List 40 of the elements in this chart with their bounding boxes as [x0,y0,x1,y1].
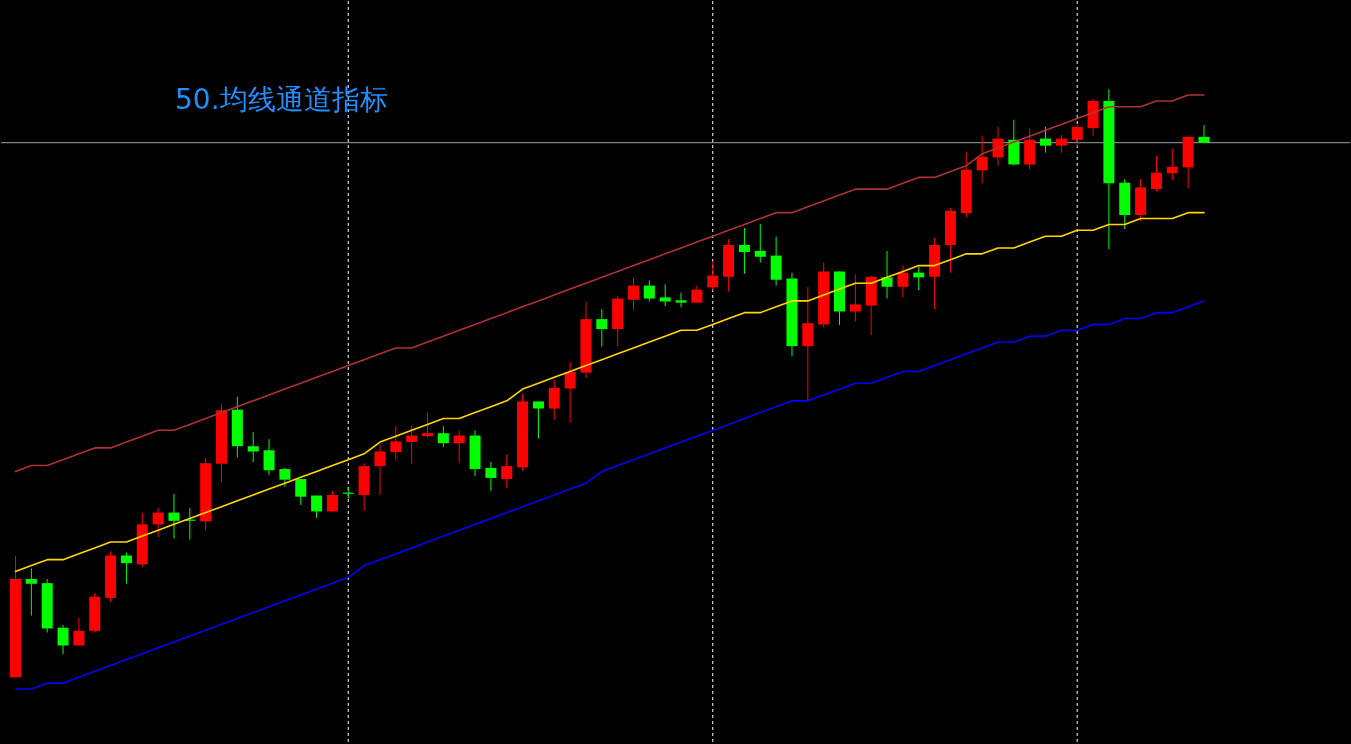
candlestick [120,552,132,585]
candlestick [152,507,164,538]
candlestick [707,260,719,291]
candlestick [453,429,465,464]
candlestick [295,478,307,506]
candlestick [802,286,814,401]
candlestick [659,283,671,307]
candlestick [501,453,513,489]
candlestick [596,308,608,348]
candlestick [643,279,655,302]
candlestick [374,443,386,496]
candlestick [532,400,544,439]
candlestick [57,624,69,655]
candlestick [390,425,402,461]
candlestick [628,276,640,311]
candlestick [168,493,180,539]
candlestick [437,425,449,448]
candlestick [279,467,291,488]
candlestick [1150,155,1162,192]
candlestick [548,379,560,421]
candlestick [897,265,909,298]
candlestick [881,250,893,300]
candlestick [675,292,687,308]
candlestick [25,567,37,616]
candlestick [564,361,576,424]
candlestick [976,135,988,184]
candlestick [1166,148,1178,181]
candlestick [263,438,275,476]
candlestick [422,412,434,438]
chart-title: 50.均线通道指标 [175,83,388,116]
candlestick [754,223,766,264]
candlestick [1040,126,1052,154]
candlestick [406,425,418,465]
candlestick [1198,124,1210,144]
candlestick [738,227,750,275]
candlestick [485,461,497,492]
candlestick [849,273,861,322]
candlestick [73,617,85,646]
candlestick [247,431,259,463]
candlestick [1071,124,1083,148]
